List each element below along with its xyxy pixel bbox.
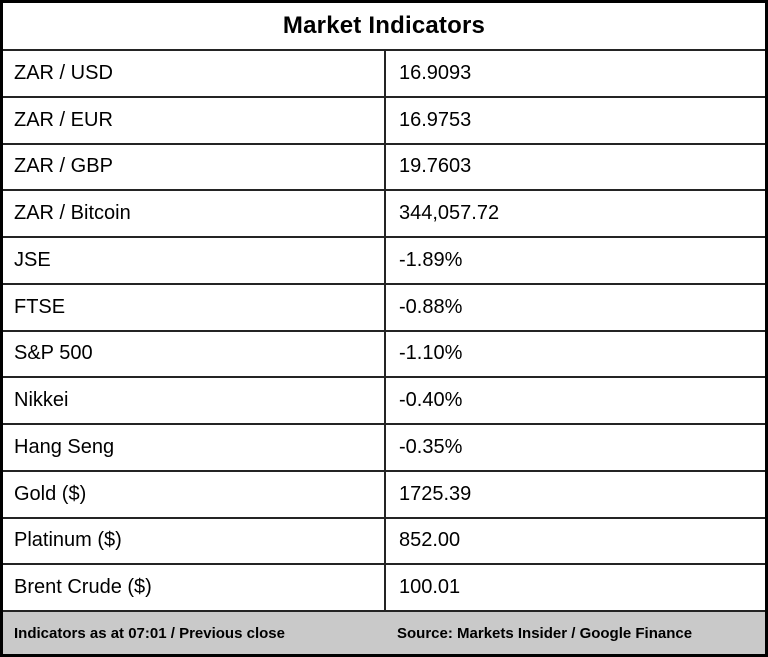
table-row: JSE -1.89% [3, 238, 765, 285]
indicator-value: -0.35% [384, 425, 765, 470]
table-row: ZAR / USD 16.9093 [3, 51, 765, 98]
table-row: FTSE -0.88% [3, 284, 765, 332]
indicator-value: 16.9753 [384, 97, 765, 143]
indicator-value: 344,057.72 [384, 191, 765, 236]
table-row: ZAR / EUR 16.9753 [3, 97, 765, 145]
table-row: Brent Crude ($) 100.01 [3, 565, 765, 612]
table-row: Hang Seng -0.35% [3, 425, 765, 472]
indicator-value: 1725.39 [384, 471, 765, 517]
indicator-value: -1.89% [384, 238, 765, 283]
indicator-label: ZAR / EUR [14, 108, 113, 131]
indicator-label: Nikkei [14, 389, 69, 412]
indicator-label: JSE [14, 248, 51, 271]
indicator-label: Platinum ($) [14, 529, 122, 552]
indicator-label: Hang Seng [14, 435, 115, 458]
table-row: Platinum ($) 852.00 [3, 518, 765, 566]
indicator-value: 852.00 [384, 518, 765, 564]
table-row: ZAR / GBP 19.7603 [3, 144, 765, 192]
table-row: Nikkei -0.40% [3, 378, 765, 425]
indicator-label: FTSE [14, 295, 66, 318]
indicator-value: -0.40% [384, 378, 765, 423]
footer-source-note: Source: Markets Insider / Google Finance [397, 624, 693, 642]
indicator-value: -1.10% [384, 331, 765, 377]
indicator-label: S&P 500 [14, 342, 93, 365]
indicator-label: ZAR / GBP [14, 155, 113, 178]
table-row: S&P 500 -1.10% [3, 331, 765, 379]
footer-timestamp-note: Indicators as at 07:01 / Previous close [14, 624, 285, 642]
table-row: Gold ($) 1725.39 [3, 471, 765, 519]
indicator-value: -0.88% [384, 284, 765, 330]
indicator-value: 16.9093 [384, 51, 765, 96]
indicator-label: ZAR / Bitcoin [14, 202, 131, 225]
table-footer: Indicators as at 07:01 / Previous close … [3, 612, 765, 654]
indicator-value: 100.01 [384, 565, 765, 610]
table-title: Market Indicators [282, 12, 486, 39]
indicator-value: 19.7603 [384, 144, 765, 190]
indicator-label: Brent Crude ($) [14, 576, 152, 599]
indicator-label: Gold ($) [14, 482, 87, 505]
table-row: ZAR / Bitcoin 344,057.72 [3, 191, 765, 238]
indicator-label: ZAR / USD [14, 61, 113, 84]
table-title-row: Market Indicators [3, 3, 765, 51]
